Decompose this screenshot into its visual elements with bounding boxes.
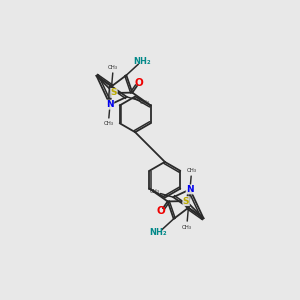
Text: NH₂: NH₂ — [133, 57, 151, 66]
Text: CH₃: CH₃ — [150, 189, 160, 194]
Text: CH₃: CH₃ — [108, 64, 118, 70]
Text: CH₃: CH₃ — [103, 122, 113, 126]
Text: N: N — [186, 185, 194, 194]
Text: CH₃: CH₃ — [187, 168, 197, 173]
Text: O: O — [135, 78, 143, 88]
Text: S: S — [183, 196, 189, 206]
Text: NH₂: NH₂ — [149, 228, 167, 237]
Text: CH₃: CH₃ — [182, 224, 192, 230]
Text: CH₃: CH₃ — [140, 100, 150, 105]
Text: S: S — [111, 88, 117, 98]
Text: O: O — [157, 206, 165, 216]
Text: N: N — [106, 100, 114, 109]
